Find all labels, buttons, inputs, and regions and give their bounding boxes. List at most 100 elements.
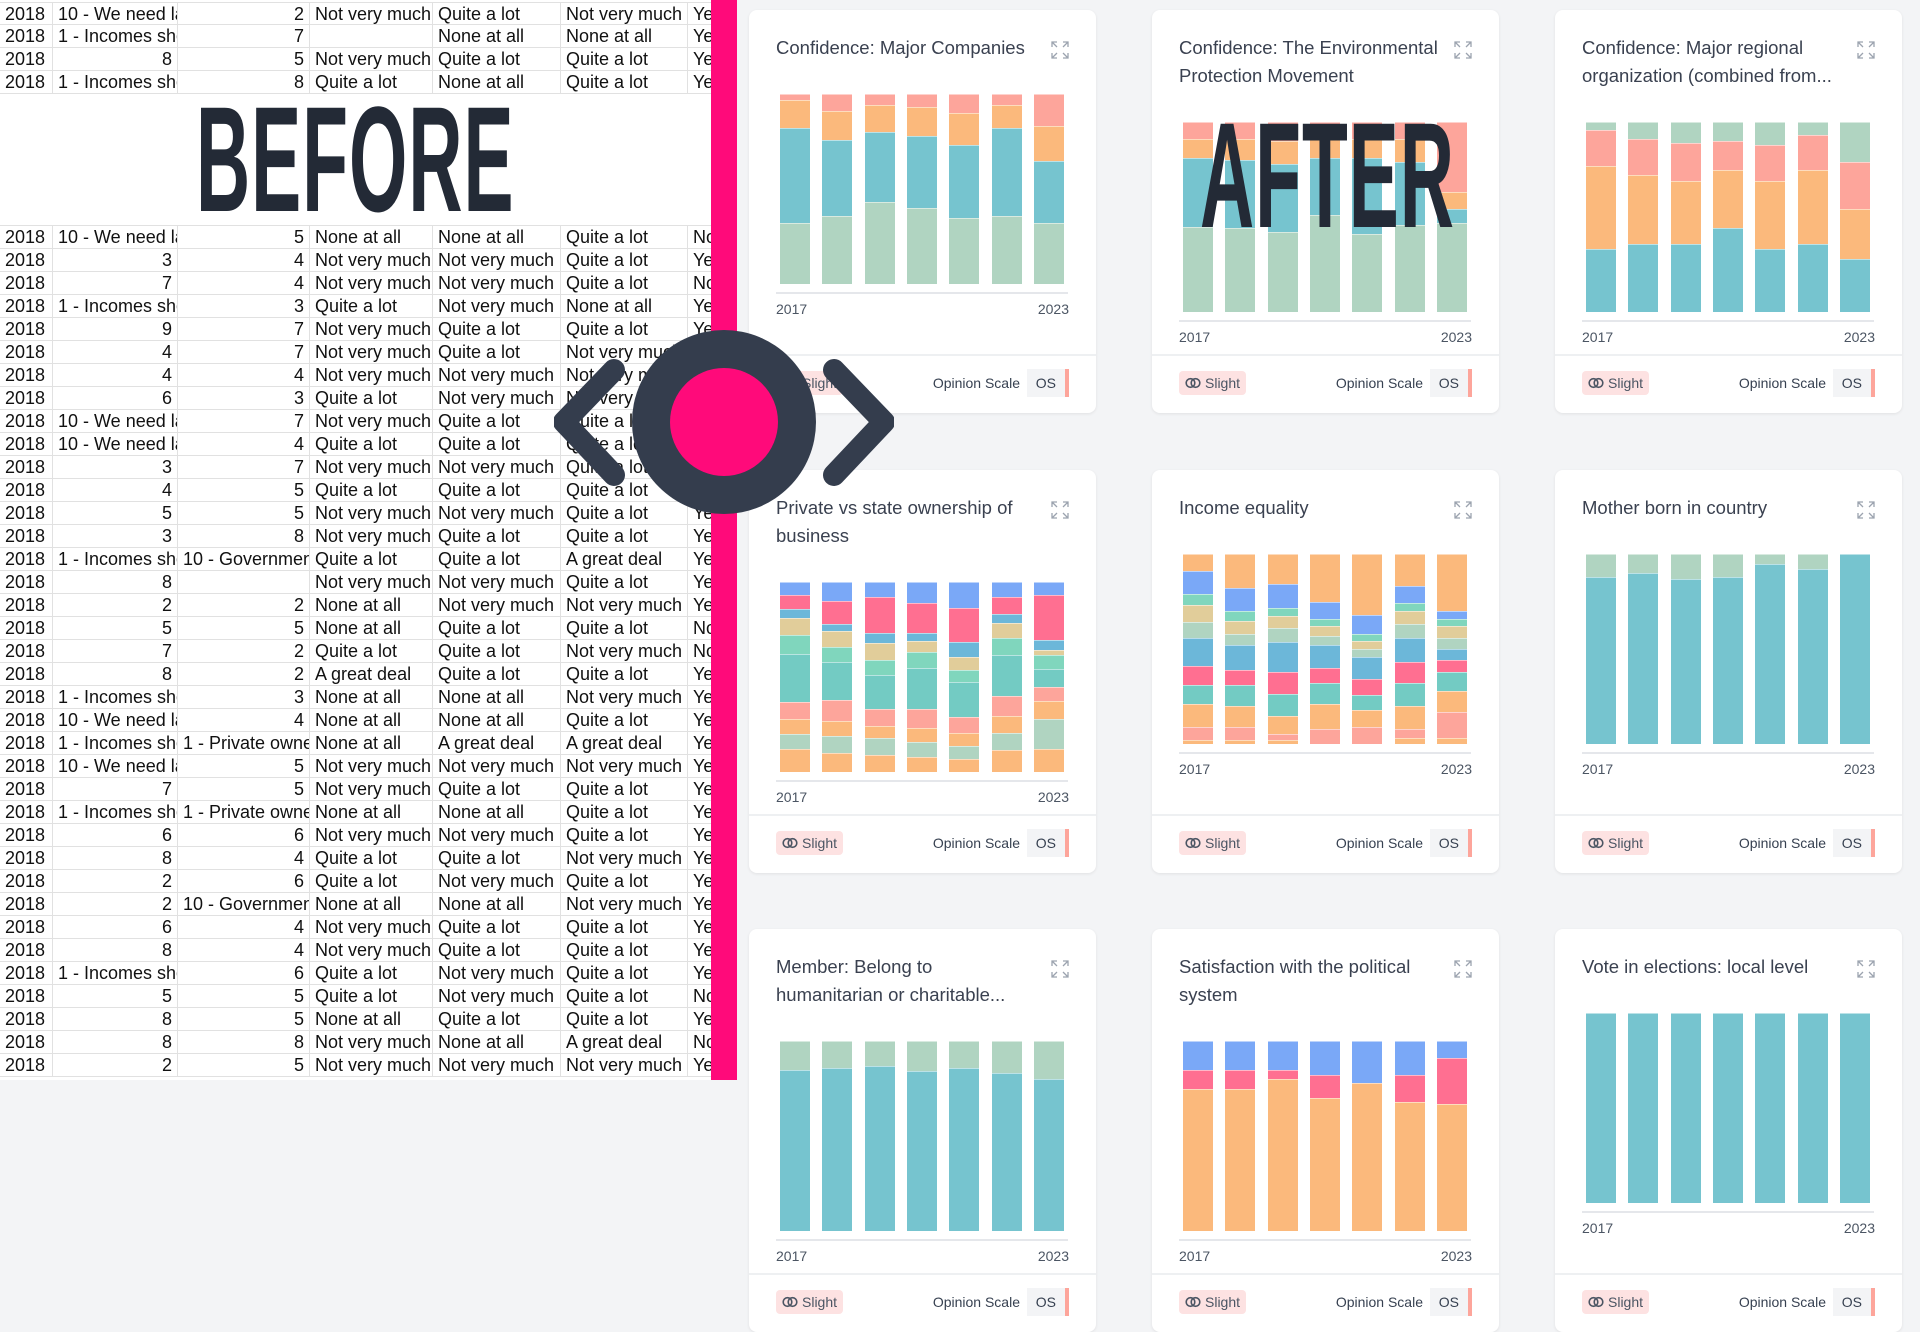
table-cell[interactable]: 2018: [0, 709, 53, 731]
table-cell[interactable]: 2018: [0, 295, 53, 317]
table-cell[interactable]: [310, 25, 433, 47]
table-cell[interactable]: 6: [53, 387, 178, 409]
table-cell[interactable]: Not very much: [310, 410, 433, 432]
table-cell[interactable]: 5: [53, 985, 178, 1007]
bar[interactable]: [991, 1041, 1022, 1231]
table-cell[interactable]: None at all: [433, 71, 561, 93]
bar[interactable]: [1267, 122, 1298, 312]
table-cell[interactable]: Quite a lot: [561, 801, 688, 823]
table-cell[interactable]: Quite a lot: [433, 778, 561, 800]
table-cell[interactable]: 2018: [0, 479, 53, 501]
table-cell[interactable]: Not very much: [433, 272, 561, 294]
scale-code-chip[interactable]: OS: [1429, 1288, 1472, 1316]
table-cell[interactable]: No: [693, 227, 711, 247]
table-cell[interactable]: 2018: [0, 433, 53, 455]
table-cell[interactable]: 4: [178, 364, 310, 386]
table-cell[interactable]: Ye: [693, 871, 711, 891]
table-cell[interactable]: 2018: [0, 640, 53, 662]
table-cell[interactable]: 1 - Private owne: [178, 801, 310, 823]
table-cell[interactable]: Not very much: [433, 755, 561, 777]
table-cell[interactable]: 4: [178, 939, 310, 961]
table-cell[interactable]: 2018: [0, 25, 53, 47]
table-cell[interactable]: 2: [178, 640, 310, 662]
bar[interactable]: [822, 1041, 853, 1231]
table-cell[interactable]: Quite a lot: [310, 71, 433, 93]
table-cell[interactable]: 2018: [0, 364, 53, 386]
table-cell[interactable]: No: [693, 986, 711, 1006]
table-cell[interactable]: 2018: [0, 801, 53, 823]
table-cell[interactable]: None at all: [310, 226, 433, 248]
expand-icon[interactable]: [1453, 40, 1473, 60]
bar[interactable]: [949, 582, 980, 772]
table-cell[interactable]: Ye: [693, 756, 711, 776]
table-cell[interactable]: 2018: [0, 594, 53, 616]
table-cell[interactable]: None at all: [433, 226, 561, 248]
table-cell[interactable]: Ye: [693, 733, 711, 753]
table-cell[interactable]: Not very much: [310, 755, 433, 777]
table-cell[interactable]: Not very much: [433, 364, 561, 386]
chart-card[interactable]: Vote in elections: local level 2017 2023…: [1555, 929, 1902, 1332]
table-cell[interactable]: Not very much: [310, 778, 433, 800]
table-cell[interactable]: 10 - We need lar: [53, 433, 178, 455]
scale-code-chip[interactable]: OS: [1026, 829, 1069, 857]
table-cell[interactable]: Quite a lot: [561, 709, 688, 731]
table-cell[interactable]: Quite a lot: [310, 985, 433, 1007]
bar[interactable]: [780, 582, 810, 772]
table-cell[interactable]: 3: [53, 525, 178, 547]
bar[interactable]: [1839, 1013, 1870, 1203]
bar[interactable]: [1839, 554, 1870, 744]
table-cell[interactable]: Not very much: [310, 916, 433, 938]
table-cell[interactable]: Quite a lot: [433, 525, 561, 547]
bar[interactable]: [1033, 1041, 1064, 1231]
table-cell[interactable]: Ye: [693, 917, 711, 937]
bar[interactable]: [780, 1041, 810, 1231]
table-cell[interactable]: A great deal: [561, 548, 688, 570]
scale-code-chip[interactable]: OS: [1832, 829, 1875, 857]
table-cell[interactable]: None at all: [310, 1008, 433, 1030]
scale-code-chip[interactable]: OS: [1832, 369, 1875, 397]
bar[interactable]: [822, 94, 853, 284]
table-cell[interactable]: 2018: [0, 226, 53, 248]
table-cell[interactable]: 1 - Incomes shou: [53, 295, 178, 317]
table-cell[interactable]: Quite a lot: [561, 571, 688, 593]
table-cell[interactable]: 7: [53, 778, 178, 800]
bar[interactable]: [822, 582, 853, 772]
table-cell[interactable]: 8: [53, 571, 178, 593]
table-cell[interactable]: Not very much: [310, 3, 433, 24]
table-cell[interactable]: 10 - We need lar: [53, 755, 178, 777]
table-cell[interactable]: Not very much: [310, 502, 433, 524]
bar[interactable]: [1628, 122, 1659, 312]
slight-chip[interactable]: Slight: [1179, 1290, 1247, 1314]
table-cell[interactable]: Quite a lot: [561, 824, 688, 846]
table-cell[interactable]: 2: [53, 594, 178, 616]
bar[interactable]: [1225, 122, 1256, 312]
slight-chip[interactable]: Slight: [1179, 371, 1247, 395]
table-cell[interactable]: 5: [53, 502, 178, 524]
table-cell[interactable]: 2: [53, 1054, 178, 1076]
table-cell[interactable]: 2018: [0, 870, 53, 892]
table-cell[interactable]: 10 - We need lar: [53, 226, 178, 248]
table-cell[interactable]: 2018: [0, 1054, 53, 1076]
table-cell[interactable]: Ye: [693, 825, 711, 845]
table-cell[interactable]: 5: [178, 502, 310, 524]
table-cell[interactable]: 2018: [0, 1008, 53, 1030]
expand-icon[interactable]: [1856, 500, 1876, 520]
table-cell[interactable]: 2018: [0, 502, 53, 524]
table-cell[interactable]: Ye: [693, 963, 711, 983]
table-cell[interactable]: No: [693, 1032, 711, 1052]
table-cell[interactable]: 3: [178, 295, 310, 317]
table-cell[interactable]: 8: [53, 1008, 178, 1030]
table-cell[interactable]: Not very much: [561, 755, 688, 777]
table-cell[interactable]: Quite a lot: [561, 1008, 688, 1030]
table-cell[interactable]: 10 - We need lar: [53, 709, 178, 731]
table-cell[interactable]: Quite a lot: [561, 48, 688, 70]
table-cell[interactable]: 2018: [0, 893, 53, 915]
table-cell[interactable]: 1 - Incomes shou: [53, 962, 178, 984]
table-cell[interactable]: 8: [53, 1031, 178, 1053]
table-cell[interactable]: 2018: [0, 3, 53, 24]
table-cell[interactable]: 8: [178, 525, 310, 547]
slight-chip[interactable]: Slight: [1582, 1290, 1650, 1314]
table-cell[interactable]: 5: [178, 479, 310, 501]
table-cell[interactable]: None at all: [310, 686, 433, 708]
table-cell[interactable]: Ye: [693, 664, 711, 684]
